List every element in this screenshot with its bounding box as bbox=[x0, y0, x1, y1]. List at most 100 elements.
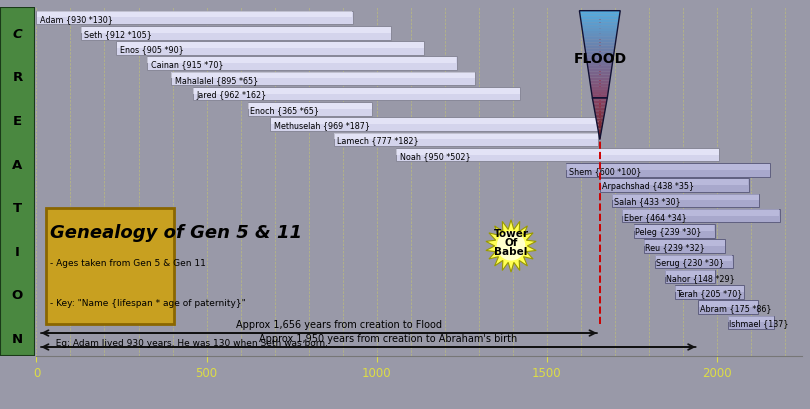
Bar bbox=[334, 133, 598, 147]
Bar bbox=[654, 255, 733, 268]
Bar bbox=[81, 27, 390, 34]
Polygon shape bbox=[585, 46, 615, 49]
Polygon shape bbox=[597, 124, 603, 125]
Bar bbox=[612, 194, 759, 208]
Bar bbox=[271, 118, 600, 132]
Polygon shape bbox=[594, 108, 606, 110]
Text: Peleg {239 *30}: Peleg {239 *30} bbox=[635, 227, 701, 236]
Text: Mahalalel {895 *65}: Mahalalel {895 *65} bbox=[174, 75, 258, 84]
Polygon shape bbox=[593, 103, 607, 104]
Text: I: I bbox=[15, 245, 20, 258]
Polygon shape bbox=[595, 110, 605, 111]
Polygon shape bbox=[590, 84, 609, 87]
Polygon shape bbox=[595, 117, 604, 118]
Polygon shape bbox=[584, 43, 616, 46]
Polygon shape bbox=[595, 115, 604, 117]
Polygon shape bbox=[580, 15, 620, 18]
Polygon shape bbox=[586, 61, 613, 64]
Bar bbox=[622, 209, 780, 223]
Bar bbox=[117, 42, 424, 56]
Text: Reu {239 *32}: Reu {239 *32} bbox=[646, 243, 705, 252]
Polygon shape bbox=[583, 35, 616, 38]
Bar bbox=[193, 88, 520, 101]
Polygon shape bbox=[598, 128, 602, 129]
Polygon shape bbox=[587, 64, 612, 67]
Polygon shape bbox=[579, 11, 620, 15]
Bar bbox=[117, 43, 424, 49]
Bar bbox=[396, 148, 719, 162]
Bar bbox=[147, 57, 457, 71]
Polygon shape bbox=[594, 107, 606, 108]
Polygon shape bbox=[599, 136, 600, 137]
Bar bbox=[612, 195, 759, 201]
Text: Seth {912 *105}: Seth {912 *105} bbox=[84, 30, 152, 39]
Text: A: A bbox=[12, 158, 23, 171]
Text: Lamech {777 *182}: Lamech {777 *182} bbox=[337, 136, 419, 145]
Polygon shape bbox=[591, 93, 608, 96]
Text: Nahor {148 *29}: Nahor {148 *29} bbox=[666, 273, 735, 282]
Text: Babel: Babel bbox=[494, 246, 528, 256]
Text: Jared {962 *162}: Jared {962 *162} bbox=[197, 91, 267, 100]
Polygon shape bbox=[582, 29, 618, 32]
Bar bbox=[675, 286, 744, 292]
Bar bbox=[699, 301, 757, 307]
Polygon shape bbox=[590, 87, 609, 90]
Polygon shape bbox=[586, 58, 613, 61]
Bar bbox=[728, 317, 774, 323]
Polygon shape bbox=[586, 52, 614, 55]
Bar bbox=[566, 164, 770, 171]
Bar bbox=[194, 88, 520, 94]
Bar bbox=[634, 225, 714, 231]
Text: Abram {175 *86}: Abram {175 *86} bbox=[700, 303, 771, 312]
Polygon shape bbox=[599, 133, 601, 135]
Text: C: C bbox=[12, 28, 23, 41]
Text: Eber {464 *34}: Eber {464 *34} bbox=[625, 212, 687, 221]
Polygon shape bbox=[497, 232, 526, 261]
Bar bbox=[81, 27, 391, 40]
Polygon shape bbox=[595, 112, 605, 114]
Polygon shape bbox=[599, 132, 601, 133]
Polygon shape bbox=[596, 121, 603, 122]
Bar bbox=[36, 12, 352, 18]
Bar bbox=[36, 11, 353, 25]
Polygon shape bbox=[593, 101, 607, 103]
Polygon shape bbox=[581, 20, 619, 23]
Bar bbox=[600, 179, 748, 193]
Polygon shape bbox=[593, 100, 607, 101]
Polygon shape bbox=[583, 38, 616, 40]
Polygon shape bbox=[594, 106, 606, 107]
Text: Tower: Tower bbox=[493, 228, 529, 238]
Text: - Key: "Name {lifespan * age of paternity}": - Key: "Name {lifespan * age of paternit… bbox=[50, 298, 245, 307]
Text: Shem {600 *100}: Shem {600 *100} bbox=[569, 167, 641, 175]
Polygon shape bbox=[582, 26, 618, 29]
Polygon shape bbox=[486, 220, 536, 272]
Text: Methuselah {969 *187}: Methuselah {969 *187} bbox=[274, 121, 370, 130]
Text: T: T bbox=[13, 202, 22, 215]
Text: Arpachshad {438 *35}: Arpachshad {438 *35} bbox=[602, 182, 694, 191]
Polygon shape bbox=[596, 119, 603, 121]
Text: Terah {205 *70}: Terah {205 *70} bbox=[676, 288, 743, 297]
Polygon shape bbox=[588, 70, 612, 72]
Polygon shape bbox=[598, 130, 602, 132]
Polygon shape bbox=[596, 118, 603, 119]
Polygon shape bbox=[588, 72, 612, 75]
Polygon shape bbox=[597, 126, 603, 128]
Bar bbox=[334, 134, 598, 140]
Text: - Ages taken from Gen 5 & Gen 11: - Ages taken from Gen 5 & Gen 11 bbox=[50, 258, 206, 267]
Polygon shape bbox=[595, 114, 604, 115]
Bar bbox=[655, 256, 732, 262]
Text: FLOOD: FLOOD bbox=[573, 52, 626, 65]
Polygon shape bbox=[592, 96, 608, 99]
Text: Approx 1,656 years from creation to Flood: Approx 1,656 years from creation to Floo… bbox=[236, 319, 441, 330]
Bar bbox=[727, 316, 774, 329]
Bar bbox=[566, 164, 770, 177]
Polygon shape bbox=[597, 125, 603, 126]
Bar bbox=[396, 149, 718, 155]
Text: Adam {930 *130}: Adam {930 *130} bbox=[40, 15, 113, 24]
Bar bbox=[622, 210, 779, 216]
Polygon shape bbox=[580, 18, 620, 20]
Polygon shape bbox=[589, 75, 611, 78]
Bar bbox=[46, 208, 174, 325]
Polygon shape bbox=[586, 55, 614, 58]
Bar bbox=[665, 270, 715, 284]
